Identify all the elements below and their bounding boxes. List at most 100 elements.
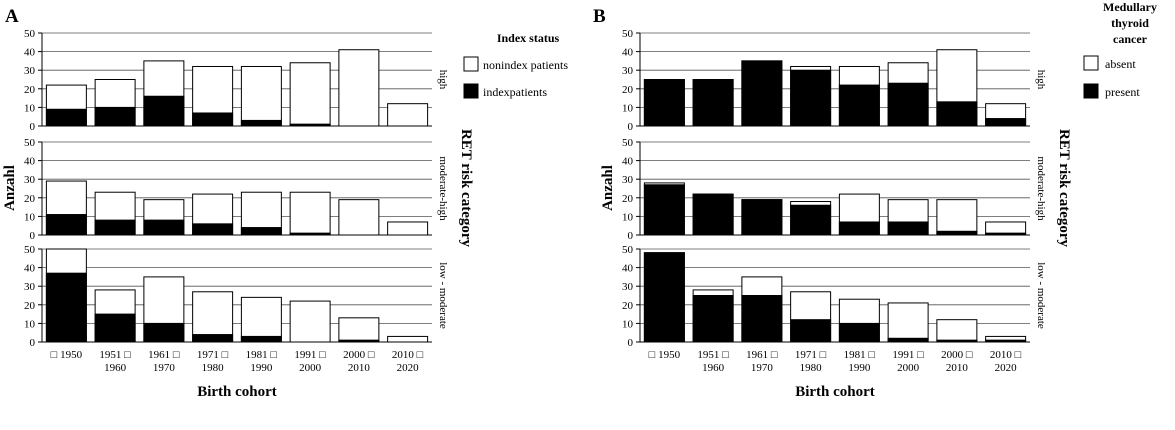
bar-present	[936, 101, 978, 127]
facet-grouping-title: RET risk category	[1056, 129, 1072, 248]
bar-indexpatients	[240, 335, 282, 343]
bar-present	[838, 84, 880, 127]
x-category-label-line: □ 1950	[649, 349, 681, 361]
x-category-label-line: 2010	[946, 362, 969, 374]
y-tick-label: 20	[24, 193, 36, 205]
panel-letter: A	[5, 6, 19, 27]
bar-present	[790, 204, 832, 236]
x-category-label: 1981 □ 1990	[844, 349, 876, 374]
bar-present	[643, 252, 685, 343]
bar-indexpatients	[192, 223, 234, 236]
bar-nonindex-patients	[338, 49, 380, 127]
x-category-label-line: 1951 □	[697, 349, 729, 361]
bar-present	[887, 221, 929, 236]
x-category-label-line: 1981 □	[246, 349, 278, 361]
panel-B: B 0 10 20 30 40 50 high 0 10 20 30 40 50 moderate-high…	[593, 0, 1157, 400]
x-category-label: 2010 □ 2020	[990, 349, 1022, 374]
x-category-label-line: 1990	[250, 362, 273, 374]
legend-swatch	[463, 56, 479, 72]
x-category-label-line: 2010 □	[990, 349, 1022, 361]
y-tick-label: 10	[24, 102, 36, 114]
legend-swatch	[1083, 83, 1099, 99]
bar-indexpatients	[94, 313, 136, 343]
y-tick-label: 30	[622, 281, 634, 293]
bar-nonindex-patients	[387, 103, 429, 127]
facet-grouping-title: RET risk category	[458, 129, 474, 248]
x-axis-title: Birth cohort	[197, 384, 277, 400]
bar-present	[887, 82, 929, 127]
y-tick-label: 40	[24, 156, 36, 168]
y-tick-label: 10	[622, 318, 634, 330]
x-category-label: 1961 □ 1970	[148, 349, 180, 374]
bar-indexpatients	[289, 232, 331, 236]
x-category-label-line: 1980	[202, 362, 225, 374]
bar-present	[887, 337, 929, 343]
y-tick-label: 0	[30, 121, 36, 133]
bar-indexpatients	[289, 123, 331, 127]
facet-strip-label: high	[1035, 70, 1047, 90]
y-tick-label: 30	[24, 174, 36, 186]
y-tick-label: 40	[622, 156, 634, 168]
y-tick-label: 50	[622, 244, 634, 256]
facet-strip-label: low - moderate	[1035, 262, 1047, 329]
bar-present	[790, 69, 832, 127]
x-category-label: 2000 □ 2010	[941, 349, 973, 374]
x-category-label: 1961 □ 1970	[746, 349, 778, 374]
legend-title: thyroid	[1111, 16, 1149, 30]
y-tick-label: 20	[622, 300, 634, 312]
legend-swatch	[463, 83, 479, 99]
facet-high: 0 10 20 30 40 50 high	[622, 28, 1047, 133]
x-category-label: 1981 □ 1990	[246, 349, 278, 374]
bar-present	[838, 221, 880, 236]
y-tick-label: 0	[628, 230, 634, 242]
y-tick-label: 10	[24, 318, 36, 330]
bar-nonindex-patients	[192, 291, 234, 343]
bar-indexpatients	[338, 339, 380, 343]
x-category-label-line: 2010	[348, 362, 371, 374]
y-tick-label: 40	[622, 263, 634, 275]
bar-present	[936, 230, 978, 236]
x-category-label-line: 1981 □	[844, 349, 876, 361]
x-category-label-line: 1990	[848, 362, 871, 374]
bar-indexpatients	[45, 214, 87, 236]
bar-nonindex-patients	[338, 199, 380, 236]
bar-indexpatients	[94, 106, 136, 127]
x-category-label-line: 1970	[153, 362, 176, 374]
y-tick-label: 20	[24, 84, 36, 96]
x-category-label-line: 1961 □	[746, 349, 778, 361]
x-category-label-line: 1991 □	[892, 349, 924, 361]
bar-nonindex-patients	[289, 300, 331, 343]
bar-present	[643, 184, 685, 236]
x-category-label-line: 1970	[751, 362, 774, 374]
legend-swatch	[1083, 55, 1099, 71]
bar-present	[741, 60, 783, 127]
x-category-label-line: 2010 □	[392, 349, 424, 361]
bar-present	[985, 118, 1027, 127]
y-tick-label: 0	[628, 337, 634, 349]
legend-label: indexpatients	[483, 85, 547, 99]
panel-letter: B	[593, 6, 606, 27]
y-tick-label: 10	[24, 211, 36, 223]
bar-nonindex-patients	[240, 296, 282, 343]
bar-present	[838, 322, 880, 343]
bar-present	[936, 339, 978, 343]
legend-title: Index status	[497, 31, 560, 45]
facet-low-moderate: 0 10 20 30 40 50 low - moderate	[622, 244, 1047, 349]
y-tick-label: 50	[622, 137, 634, 149]
x-category-label-line: □ 1950	[51, 349, 83, 361]
bar-nonindex-patients	[387, 335, 429, 343]
bar-nonindex-patients	[387, 221, 429, 236]
x-category-label: □ 1950	[51, 349, 83, 361]
legend-title: Medullary	[1103, 0, 1157, 14]
y-tick-label: 50	[24, 244, 36, 256]
bar-indexpatients	[94, 219, 136, 236]
y-tick-label: 20	[24, 300, 36, 312]
x-category-label: 1951 □ 1960	[99, 349, 131, 374]
legend-label: absent	[1105, 57, 1136, 71]
y-tick-label: 20	[622, 84, 634, 96]
y-tick-label: 20	[622, 193, 634, 205]
facet-moderate-high: 0 10 20 30 40 50 moderate-high	[622, 137, 1047, 242]
legend-title: cancer	[1113, 32, 1148, 46]
bar-absent	[936, 199, 978, 236]
